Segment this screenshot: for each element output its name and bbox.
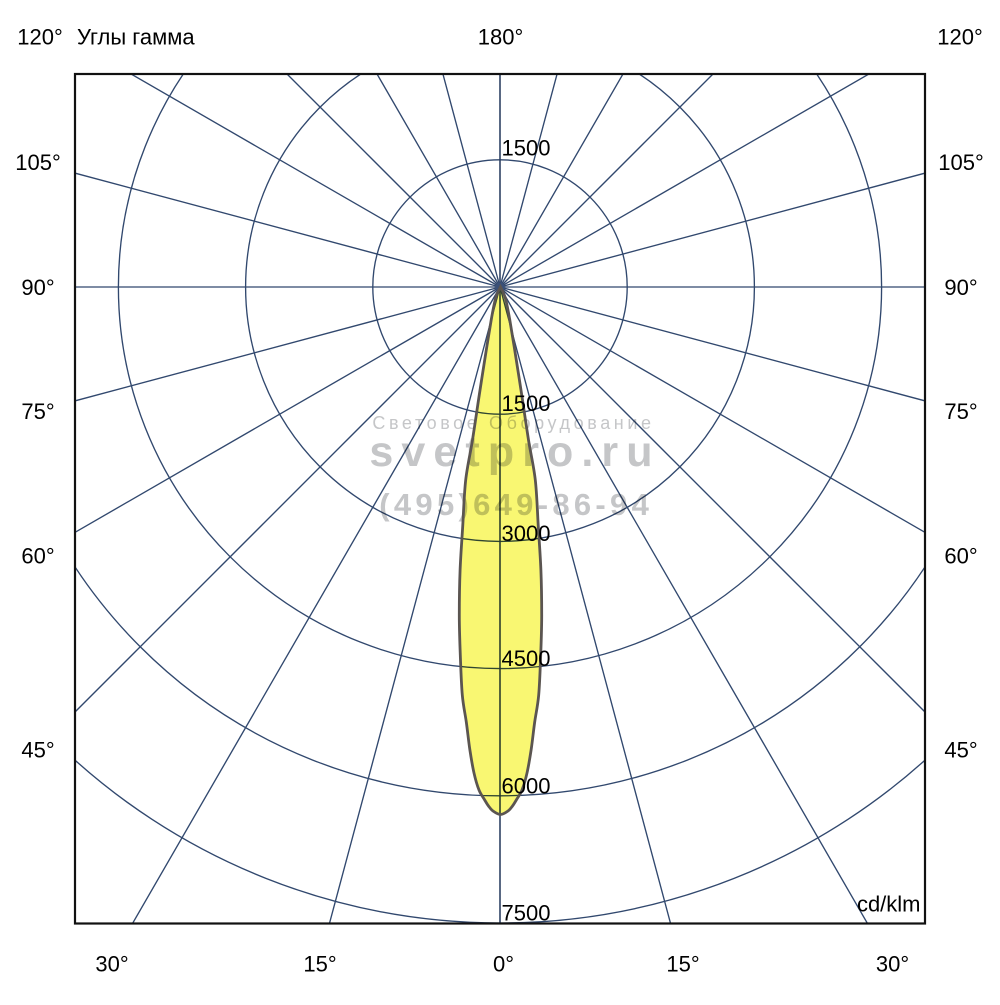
svg-text:15°: 15° bbox=[303, 952, 336, 977]
svg-text:15°: 15° bbox=[666, 952, 699, 977]
svg-text:1500: 1500 bbox=[502, 391, 551, 416]
svg-text:105°: 105° bbox=[15, 150, 61, 175]
svg-text:75°: 75° bbox=[21, 399, 54, 424]
svg-text:60°: 60° bbox=[21, 544, 54, 569]
svg-text:75°: 75° bbox=[944, 399, 977, 424]
svg-text:Углы гамма: Углы гамма bbox=[77, 25, 195, 50]
svg-text:0°: 0° bbox=[493, 952, 514, 977]
svg-text:30°: 30° bbox=[876, 952, 909, 977]
svg-text:120°: 120° bbox=[937, 25, 983, 50]
svg-text:60°: 60° bbox=[944, 544, 977, 569]
svg-text:180°: 180° bbox=[478, 25, 524, 50]
svg-text:90°: 90° bbox=[21, 275, 54, 300]
svg-text:105°: 105° bbox=[938, 150, 984, 175]
svg-text:45°: 45° bbox=[21, 738, 54, 763]
svg-text:120°: 120° bbox=[17, 25, 63, 50]
svg-text:30°: 30° bbox=[95, 952, 128, 977]
svg-text:7500: 7500 bbox=[502, 901, 551, 926]
svg-text:6000: 6000 bbox=[502, 774, 551, 799]
svg-text:1500: 1500 bbox=[502, 136, 551, 161]
svg-text:90°: 90° bbox=[944, 275, 977, 300]
svg-text:cd/klm: cd/klm bbox=[857, 892, 921, 917]
svg-text:3000: 3000 bbox=[502, 521, 551, 546]
svg-text:4500: 4500 bbox=[502, 646, 551, 671]
svg-text:45°: 45° bbox=[944, 738, 977, 763]
